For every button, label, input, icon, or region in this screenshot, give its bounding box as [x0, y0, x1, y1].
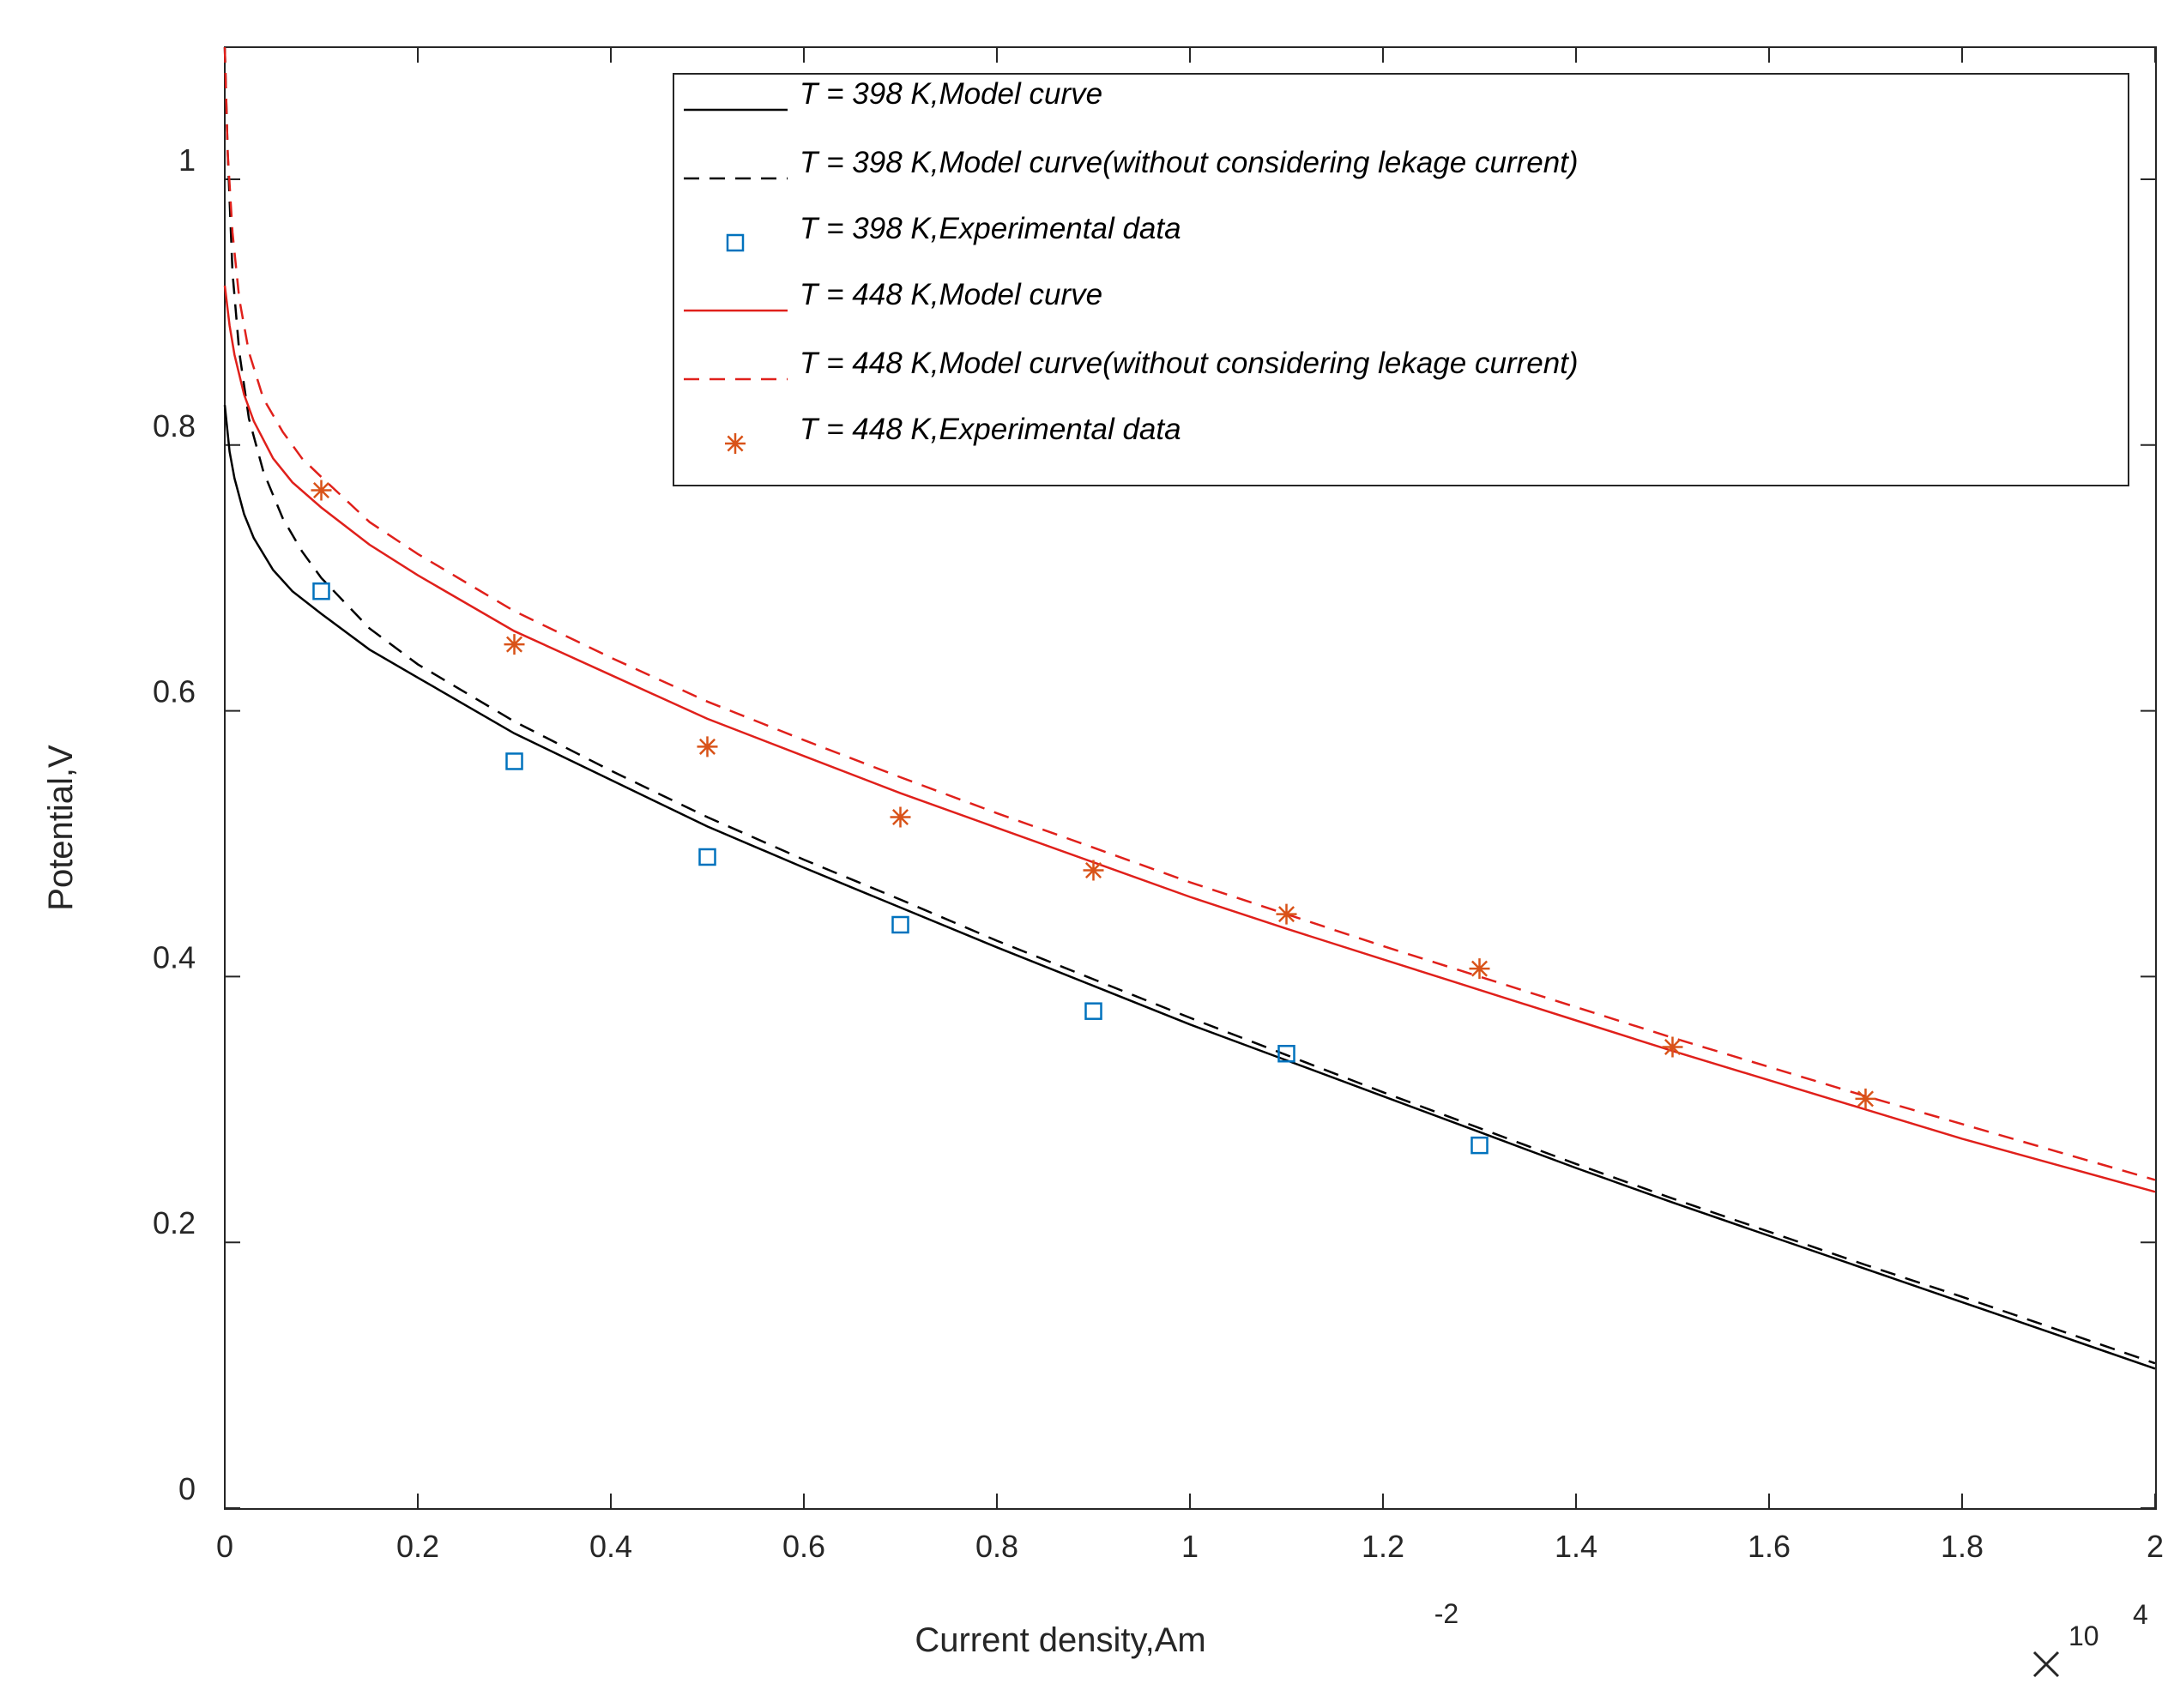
data-point-asterisk — [697, 736, 718, 757]
x-tick-label: 1.2 — [1362, 1529, 1404, 1564]
data-point-asterisk — [504, 634, 525, 655]
legend-label: T = 398 K,Model curve(without considerin… — [800, 146, 1579, 179]
data-point-square — [1084, 1002, 1102, 1020]
x-exponent-base: 10 — [2068, 1620, 2099, 1651]
x-tick-label: 1.8 — [1941, 1529, 1984, 1564]
data-point-asterisk — [890, 806, 911, 828]
legend-item: T = 448 K,Model curve(without considerin… — [684, 347, 1579, 381]
y-axis-title: Potential,V — [42, 745, 80, 911]
data-point-square — [1470, 1136, 1489, 1155]
marker-group — [311, 480, 1876, 1155]
x-tick-label: 1 — [1181, 1529, 1199, 1564]
x-axis-title: Current density,Am — [915, 1621, 1205, 1659]
legend-item: T = 398 K,Model curve(without considerin… — [684, 146, 1579, 180]
data-point-asterisk — [1083, 860, 1104, 881]
data-point-square — [726, 233, 745, 252]
y-tick-label: 0.2 — [153, 1205, 196, 1240]
data-point-square — [505, 752, 523, 770]
series-line-1 — [223, 46, 2156, 1365]
x-tick-label: 2 — [2147, 1529, 2164, 1564]
x-axis-title-superscript: -2 — [1434, 1598, 1458, 1629]
y-tick-label: 0 — [178, 1471, 196, 1506]
series-group — [223, 46, 2156, 1370]
series-line-4 — [223, 46, 2156, 1181]
legend-box — [673, 73, 2129, 486]
data-point-asterisk — [1276, 903, 1297, 925]
x-exponent-power: 4 — [2133, 1599, 2148, 1630]
legend-item: T = 448 K,Experimental data — [725, 413, 1181, 454]
x-tick-label: 0.4 — [589, 1529, 632, 1564]
x-tick-label: 0 — [216, 1529, 233, 1564]
data-point-asterisk — [311, 480, 332, 501]
series-line-0 — [223, 405, 2156, 1370]
y-tick-label: 0.4 — [153, 939, 196, 975]
times-icon — [2032, 1651, 2060, 1678]
legend: T = 398 K,Model curve T = 398 K,Model cur… — [673, 73, 2129, 486]
legend-label: T = 448 K,Experimental data — [800, 413, 1181, 446]
legend-label: T = 398 K,Experimental data — [800, 212, 1181, 245]
y-tick-label: 1 — [178, 142, 196, 178]
legend-label: T = 448 K,Model curve(without considerin… — [800, 347, 1579, 380]
x-tick-label: 0.8 — [975, 1529, 1018, 1564]
data-point-square — [1277, 1044, 1295, 1063]
x-tick-label: 1.6 — [1748, 1529, 1790, 1564]
data-point-square — [312, 582, 330, 601]
data-point-square — [698, 848, 716, 866]
legend-label: T = 398 K,Model curve — [800, 77, 1102, 111]
data-point-asterisk — [1662, 1036, 1683, 1058]
x-axis-exponent: 10 4 — [2032, 1599, 2148, 1678]
x-tick-label: 0.6 — [782, 1529, 825, 1564]
legend-item: T = 398 K,Experimental data — [726, 212, 1181, 252]
y-tick-label: 0.6 — [153, 674, 196, 709]
data-point-asterisk — [1469, 958, 1490, 980]
axis-ticks: 0 0.2 0.4 0.6 0.8 1 1.2 1.4 1.6 1.8 2 0 0.2 0.4 0.6 0.8… — [153, 47, 2164, 1564]
legend-item: T = 398 K,Model curve — [684, 77, 1102, 112]
x-tick-label: 0.2 — [396, 1529, 439, 1564]
legend-item: T = 448 K,Model curve — [684, 278, 1102, 312]
x-tick-label: 1.4 — [1555, 1529, 1597, 1564]
legend-label: T = 448 K,Model curve — [800, 278, 1102, 311]
data-point-square — [891, 915, 909, 934]
y-tick-label: 0.8 — [153, 408, 196, 444]
data-point-asterisk — [725, 433, 746, 454]
series-line-3 — [223, 285, 2156, 1193]
data-point-asterisk — [1855, 1088, 1876, 1109]
